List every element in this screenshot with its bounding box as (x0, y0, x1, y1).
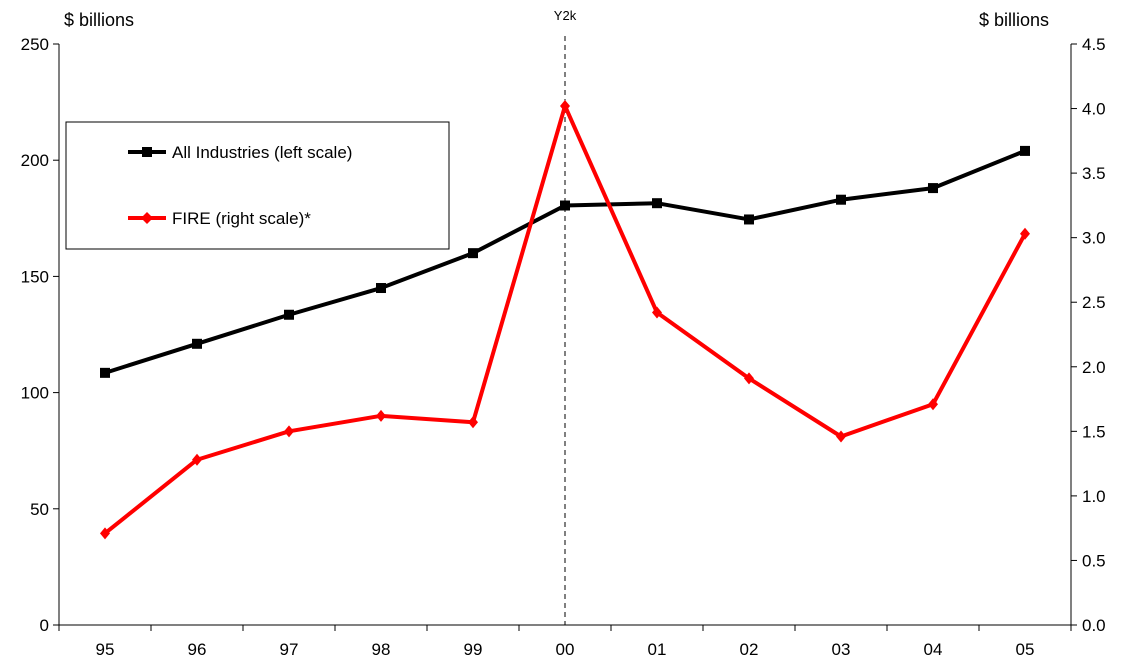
legend-label-all-industries: All Industries (left scale) (172, 143, 352, 162)
right-axis-tick-label: 3.5 (1082, 164, 1106, 183)
left-axis-unit-label: $ billions (64, 10, 134, 30)
data-point-fire (100, 527, 110, 540)
right-axis-unit-label: $ billions (979, 10, 1049, 30)
x-axis-tick-label: 02 (740, 640, 759, 659)
data-point-fire (928, 398, 938, 411)
data-point-all-industries (744, 214, 754, 225)
legend-marker-all-industries (142, 147, 152, 157)
data-point-fire (836, 430, 846, 443)
data-point-all-industries (652, 198, 662, 209)
right-axis-tick-label: 0.0 (1082, 616, 1106, 635)
data-point-all-industries (284, 309, 294, 320)
data-point-fire (744, 372, 754, 385)
data-point-fire (1020, 227, 1030, 240)
data-point-all-industries (1020, 145, 1030, 156)
left-axis-tick-label: 150 (21, 267, 49, 286)
data-point-fire (468, 416, 478, 429)
data-point-fire (652, 306, 662, 319)
data-point-all-industries (928, 183, 938, 194)
series-layer (100, 99, 1030, 540)
data-point-fire (560, 99, 570, 112)
data-point-all-industries (100, 367, 110, 378)
axes: 0501001502002500.00.51.01.52.02.53.03.54… (21, 8, 1106, 659)
right-axis-tick-label: 4.5 (1082, 35, 1106, 54)
left-axis-tick-label: 250 (21, 35, 49, 54)
x-axis-tick-label: 98 (372, 640, 391, 659)
right-axis-tick-label: 2.0 (1082, 358, 1106, 377)
data-point-all-industries (468, 248, 478, 259)
right-axis-tick-label: 4.0 (1082, 100, 1106, 119)
data-point-all-industries (192, 338, 202, 349)
data-point-all-industries (836, 194, 846, 205)
data-point-all-industries (560, 200, 570, 211)
left-axis-tick-label: 200 (21, 151, 49, 170)
x-axis-tick-label: 99 (464, 640, 483, 659)
right-axis-tick-label: 2.5 (1082, 293, 1106, 312)
legend: All Industries (left scale) FIRE (right … (65, 121, 450, 250)
right-axis-tick-label: 3.0 (1082, 229, 1106, 248)
x-axis-tick-label: 97 (280, 640, 299, 659)
right-axis-tick-label: 1.0 (1082, 487, 1106, 506)
x-axis-tick-label: 04 (924, 640, 943, 659)
annotation-label: Y2k (554, 8, 577, 23)
x-axis-tick-label: 96 (188, 640, 207, 659)
x-axis-tick-label: 05 (1016, 640, 1035, 659)
legend-marker-fire (141, 212, 153, 224)
right-axis-tick-label: 1.5 (1082, 422, 1106, 441)
x-axis-tick-label: 95 (96, 640, 115, 659)
left-axis-tick-label: 100 (21, 384, 49, 403)
right-axis-tick-label: 0.5 (1082, 551, 1106, 570)
legend-label-fire: FIRE (right scale)* (172, 209, 311, 228)
data-point-fire (376, 409, 386, 422)
left-axis-tick-label: 50 (30, 500, 49, 519)
left-axis-tick-label: 0 (40, 616, 49, 635)
data-point-fire (284, 425, 294, 438)
data-point-fire (192, 453, 202, 466)
x-axis-tick-label: 00 (556, 640, 575, 659)
legend-box (65, 121, 450, 250)
x-axis-tick-label: 03 (832, 640, 851, 659)
data-point-all-industries (376, 283, 386, 294)
x-axis-tick-label: 01 (648, 640, 667, 659)
